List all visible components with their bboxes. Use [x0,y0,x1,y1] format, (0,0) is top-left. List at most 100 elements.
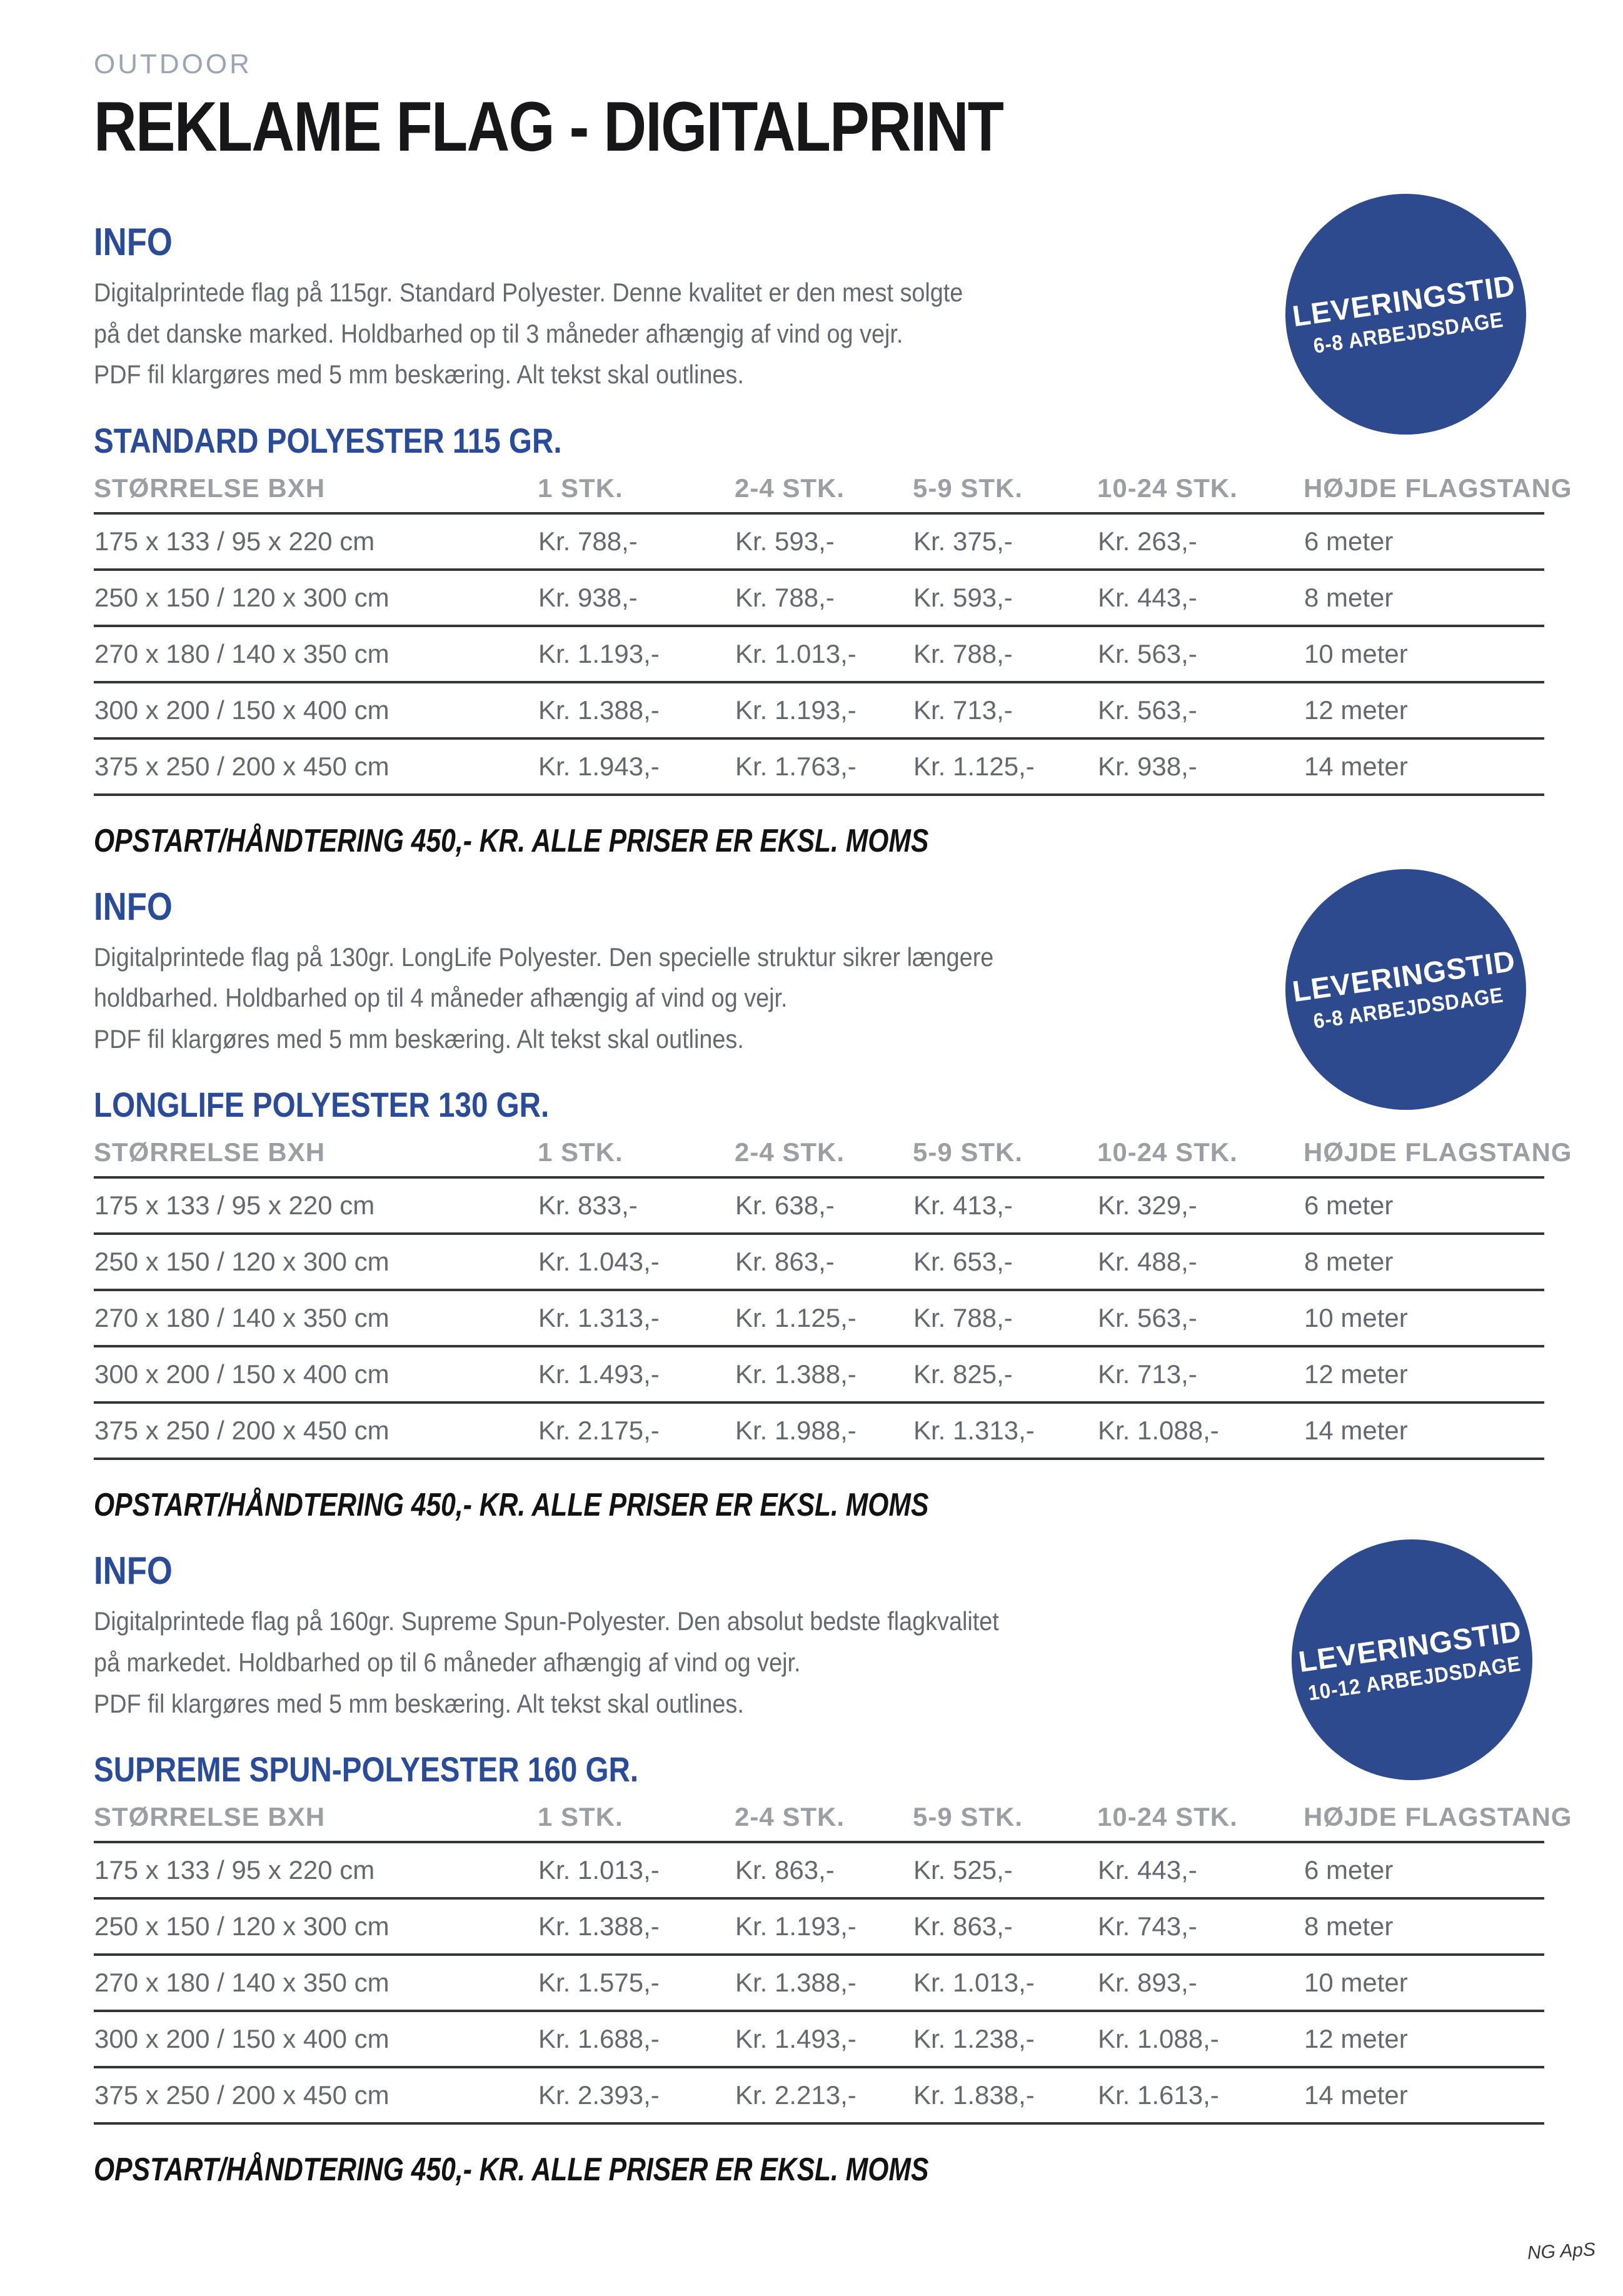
size-cell: 175 x 133 / 95 x 220 cm [94,1177,538,1236]
table-row: 250 x 150 / 120 x 300 cm Kr. 1.043,- Kr.… [94,1234,1544,1292]
column-header: STØRRELSE BXH [94,471,538,515]
size-cell: 270 x 180 / 140 x 350 cm [94,1290,538,1348]
table-row: 375 x 250 / 200 x 450 cm Kr. 2.393,- Kr.… [94,2067,1544,2125]
column-header: STØRRELSE BXH [94,1801,538,1844]
column-header: 10-24 STK. [1097,1801,1304,1844]
price-cell: Kr. 788,- [538,513,735,571]
price-table: STØRRELSE BXH 1 STK. 2-4 STK. 5-9 STK. 1… [94,1136,1572,1461]
price-cell: Kr. 1.013,- [538,1842,735,1900]
product-section-standard-polyester: INFO Digitalprintede flag på 115gr. Stan… [94,220,1572,860]
size-cell: 375 x 250 / 200 x 450 cm [94,1402,538,1461]
pole-height-cell: 10 meter [1304,1290,1544,1348]
page-title: REKLAME FLAG - DIGITALPRINT [94,88,1004,166]
price-cell: Kr. 1.613,- [1097,2067,1304,2125]
price-table: STØRRELSE BXH 1 STK. 2-4 STK. 5-9 STK. 1… [94,1801,1572,2125]
column-header: 2-4 STK. [735,471,913,515]
column-header: 5-9 STK. [913,1801,1097,1844]
table-row: 250 x 150 / 120 x 300 cm Kr. 938,- Kr. 7… [94,569,1544,627]
size-cell: 270 x 180 / 140 x 350 cm [94,625,538,683]
table-title: STANDARD POLYESTER 115 GR. [94,420,562,460]
price-cell: Kr. 1.125,- [913,738,1097,796]
pole-height-cell: 10 meter [1304,1955,1544,2013]
table-row: 270 x 180 / 140 x 350 cm Kr. 1.193,- Kr.… [94,625,1544,683]
price-cell: Kr. 2.393,- [538,2067,735,2125]
info-description: Digitalprintede flag på 160gr. Supreme S… [94,1606,999,1718]
price-cell: Kr. 1.125,- [735,1290,913,1348]
price-cell: Kr. 788,- [735,569,913,627]
info-description: Digitalprintede flag på 130gr. LongLife … [94,942,994,1054]
table-row: 175 x 133 / 95 x 220 cm Kr. 833,- Kr. 63… [94,1177,1544,1236]
table-row: 375 x 250 / 200 x 450 cm Kr. 2.175,- Kr.… [94,1402,1544,1461]
brand-label: OUTDOOR [94,49,252,79]
size-cell: 250 x 150 / 120 x 300 cm [94,569,538,627]
delivery-time-badge: LEVERINGSTID 10-12 ARBEJDSDAGE [1292,1539,1532,1780]
table-title: LONGLIFE POLYESTER 130 GR. [94,1085,550,1125]
price-cell: Kr. 1.388,- [735,1955,913,2013]
price-cell: Kr. 263,- [1097,513,1304,571]
price-cell: Kr. 2.175,- [538,1402,735,1461]
price-cell: Kr. 1.988,- [735,1402,913,1461]
price-cell: Kr. 863,- [735,1234,913,1292]
size-cell: 300 x 200 / 150 x 400 cm [94,2011,538,2069]
product-section-supreme-spun-polyester: INFO Digitalprintede flag på 160gr. Supr… [94,1549,1572,2188]
handling-note: OPSTART/HÅNDTERING 450,- KR. ALLE PRISER… [94,822,929,859]
price-cell: Kr. 1.013,- [735,625,913,683]
price-cell: Kr. 593,- [735,513,913,571]
size-cell: 270 x 180 / 140 x 350 cm [94,1955,538,2013]
info-heading: INFO [94,1549,173,1593]
table-row: 175 x 133 / 95 x 220 cm Kr. 1.013,- Kr. … [94,1842,1544,1900]
price-cell: Kr. 593,- [913,569,1097,627]
column-header: HØJDE FLAGSTANG [1304,1136,1572,1179]
table-header-row: STØRRELSE BXH 1 STK. 2-4 STK. 5-9 STK. 1… [94,1136,1572,1179]
column-header: 5-9 STK. [913,1136,1097,1179]
pole-height-cell: 8 meter [1304,569,1544,627]
price-cell: Kr. 1.388,- [538,682,735,740]
price-cell: Kr. 488,- [1097,1234,1304,1292]
price-cell: Kr. 1.313,- [538,1290,735,1348]
price-cell: Kr. 1.238,- [913,2011,1097,2069]
price-cell: Kr. 1.575,- [538,1955,735,2013]
pole-height-cell: 6 meter [1304,513,1544,571]
product-section-longlife-polyester: INFO Digitalprintede flag på 130gr. Long… [94,885,1572,1524]
table-row: 250 x 150 / 120 x 300 cm Kr. 1.388,- Kr.… [94,1898,1544,1956]
price-cell: Kr. 1.088,- [1097,1402,1304,1461]
delivery-time-badge: LEVERINGSTID 6-8 ARBEJDSDAGE [1285,869,1526,1110]
badge-content: LEVERINGSTID 6-8 ARBEJDSDAGE [1290,268,1522,361]
price-cell: Kr. 743,- [1097,1898,1304,1956]
table-row: 300 x 200 / 150 x 400 cm Kr. 1.493,- Kr.… [94,1346,1544,1404]
price-cell: Kr. 1.688,- [538,2011,735,2069]
price-cell: Kr. 788,- [913,625,1097,683]
price-cell: Kr. 1.013,- [913,1955,1097,2013]
size-cell: 250 x 150 / 120 x 300 cm [94,1234,538,1292]
price-cell: Kr. 1.493,- [735,2011,913,2069]
delivery-time-badge: LEVERINGSTID 6-8 ARBEJDSDAGE [1285,194,1526,435]
table-title: SUPREME SPUN-POLYESTER 160 GR. [94,1750,639,1790]
price-cell: Kr. 375,- [913,513,1097,571]
price-cell: Kr. 1.043,- [538,1234,735,1292]
info-description: Digitalprintede flag på 115gr. Standard … [94,278,963,390]
price-cell: Kr. 638,- [735,1177,913,1236]
price-cell: Kr. 653,- [913,1234,1097,1292]
pole-height-cell: 8 meter [1304,1234,1544,1292]
handling-note: OPSTART/HÅNDTERING 450,- KR. ALLE PRISER… [94,1487,929,1524]
size-cell: 250 x 150 / 120 x 300 cm [94,1898,538,1956]
column-header: 2-4 STK. [735,1801,913,1844]
price-cell: Kr. 788,- [913,1290,1097,1348]
pole-height-cell: 12 meter [1304,682,1544,740]
table-row: 270 x 180 / 140 x 350 cm Kr. 1.313,- Kr.… [94,1290,1544,1348]
info-heading: INFO [94,221,173,264]
price-cell: Kr. 1.388,- [735,1346,913,1404]
pole-height-cell: 10 meter [1304,625,1544,683]
info-heading: INFO [94,885,173,929]
price-cell: Kr. 443,- [1097,569,1304,627]
price-cell: Kr. 893,- [1097,1955,1304,2013]
table-header-row: STØRRELSE BXH 1 STK. 2-4 STK. 5-9 STK. 1… [94,471,1572,515]
price-cell: Kr. 2.213,- [735,2067,913,2125]
pole-height-cell: 6 meter [1304,1842,1544,1900]
price-cell: Kr. 1.943,- [538,738,735,796]
price-cell: Kr. 713,- [913,682,1097,740]
badge-content: LEVERINGSTID 6-8 ARBEJDSDAGE [1290,943,1522,1036]
price-cell: Kr. 1.388,- [538,1898,735,1956]
pole-height-cell: 12 meter [1304,2011,1544,2069]
price-cell: Kr. 563,- [1097,1290,1304,1348]
